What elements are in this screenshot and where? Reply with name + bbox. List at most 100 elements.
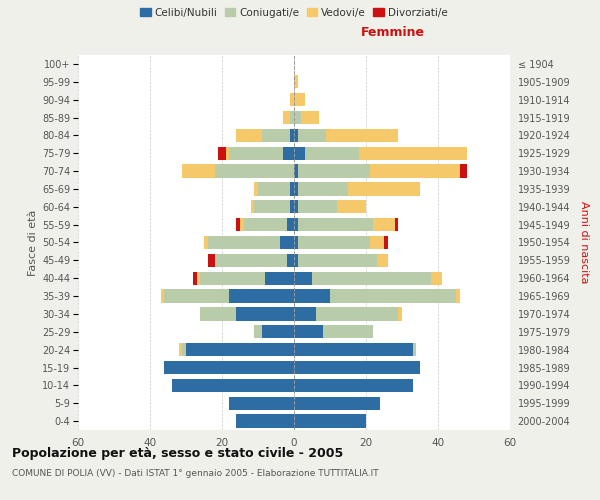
- Bar: [258, 182, 290, 196]
- Bar: [294, 200, 298, 213]
- Bar: [377, 254, 388, 267]
- Bar: [236, 128, 262, 142]
- Bar: [298, 254, 377, 267]
- Bar: [290, 111, 294, 124]
- Bar: [305, 146, 359, 160]
- Bar: [348, 182, 420, 196]
- Bar: [287, 218, 294, 232]
- Bar: [254, 325, 262, 338]
- Bar: [298, 164, 370, 178]
- Bar: [384, 236, 388, 249]
- Bar: [431, 272, 442, 285]
- Bar: [312, 272, 431, 285]
- Bar: [460, 164, 467, 178]
- Bar: [265, 272, 294, 285]
- Bar: [395, 218, 398, 232]
- Bar: [330, 290, 456, 303]
- Bar: [294, 236, 298, 249]
- Text: Femmine: Femmine: [361, 26, 425, 39]
- Bar: [398, 307, 402, 320]
- Bar: [359, 146, 467, 160]
- Bar: [413, 343, 416, 356]
- Bar: [294, 272, 312, 285]
- Bar: [370, 236, 384, 249]
- Bar: [215, 164, 294, 178]
- Bar: [323, 325, 373, 338]
- Bar: [236, 414, 294, 428]
- Y-axis label: Anni di nascita: Anni di nascita: [579, 201, 589, 284]
- Bar: [298, 128, 326, 142]
- Bar: [283, 111, 290, 124]
- Bar: [218, 146, 226, 160]
- Bar: [290, 182, 294, 196]
- Bar: [262, 128, 290, 142]
- Bar: [193, 272, 197, 285]
- Bar: [182, 343, 186, 356]
- Bar: [164, 290, 229, 303]
- Bar: [294, 128, 298, 142]
- Bar: [294, 182, 298, 196]
- Bar: [215, 254, 287, 267]
- Bar: [294, 146, 305, 160]
- Bar: [294, 307, 316, 320]
- Bar: [456, 290, 460, 303]
- Bar: [290, 128, 294, 142]
- Bar: [294, 414, 366, 428]
- Bar: [208, 236, 280, 249]
- Bar: [229, 396, 294, 410]
- Bar: [236, 218, 240, 232]
- Bar: [179, 343, 182, 356]
- Bar: [373, 218, 395, 232]
- Bar: [294, 378, 413, 392]
- Bar: [316, 307, 398, 320]
- Bar: [294, 290, 330, 303]
- Bar: [294, 75, 298, 88]
- Bar: [186, 343, 294, 356]
- Y-axis label: Fasce di età: Fasce di età: [28, 210, 38, 276]
- Bar: [370, 164, 460, 178]
- Bar: [161, 290, 164, 303]
- Bar: [254, 200, 290, 213]
- Bar: [229, 290, 294, 303]
- Bar: [287, 254, 294, 267]
- Bar: [294, 111, 301, 124]
- Bar: [298, 236, 370, 249]
- Bar: [262, 325, 294, 338]
- Bar: [294, 218, 298, 232]
- Bar: [294, 343, 413, 356]
- Bar: [290, 200, 294, 213]
- Bar: [208, 254, 215, 267]
- Bar: [164, 361, 294, 374]
- Bar: [294, 325, 323, 338]
- Bar: [236, 307, 294, 320]
- Bar: [337, 200, 366, 213]
- Bar: [294, 254, 298, 267]
- Bar: [294, 164, 298, 178]
- Bar: [326, 128, 398, 142]
- Bar: [204, 236, 208, 249]
- Bar: [172, 378, 294, 392]
- Bar: [226, 146, 229, 160]
- Bar: [283, 146, 294, 160]
- Text: COMUNE DI POLIA (VV) - Dati ISTAT 1° gennaio 2005 - Elaborazione TUTTITALIA.IT: COMUNE DI POLIA (VV) - Dati ISTAT 1° gen…: [12, 469, 379, 478]
- Legend: Celibi/Nubili, Coniugati/e, Vedovi/e, Divorziati/e: Celibi/Nubili, Coniugati/e, Vedovi/e, Di…: [140, 8, 448, 18]
- Bar: [240, 218, 244, 232]
- Bar: [294, 361, 420, 374]
- Bar: [254, 182, 258, 196]
- Bar: [298, 200, 337, 213]
- Bar: [294, 93, 305, 106]
- Bar: [197, 272, 200, 285]
- Text: Popolazione per età, sesso e stato civile - 2005: Popolazione per età, sesso e stato civil…: [12, 448, 343, 460]
- Bar: [290, 93, 294, 106]
- Bar: [280, 236, 294, 249]
- Bar: [251, 200, 254, 213]
- Bar: [200, 307, 236, 320]
- Bar: [182, 164, 215, 178]
- Bar: [244, 218, 287, 232]
- Bar: [200, 272, 265, 285]
- Bar: [294, 396, 380, 410]
- Bar: [301, 111, 319, 124]
- Bar: [298, 182, 348, 196]
- Bar: [298, 218, 373, 232]
- Bar: [229, 146, 283, 160]
